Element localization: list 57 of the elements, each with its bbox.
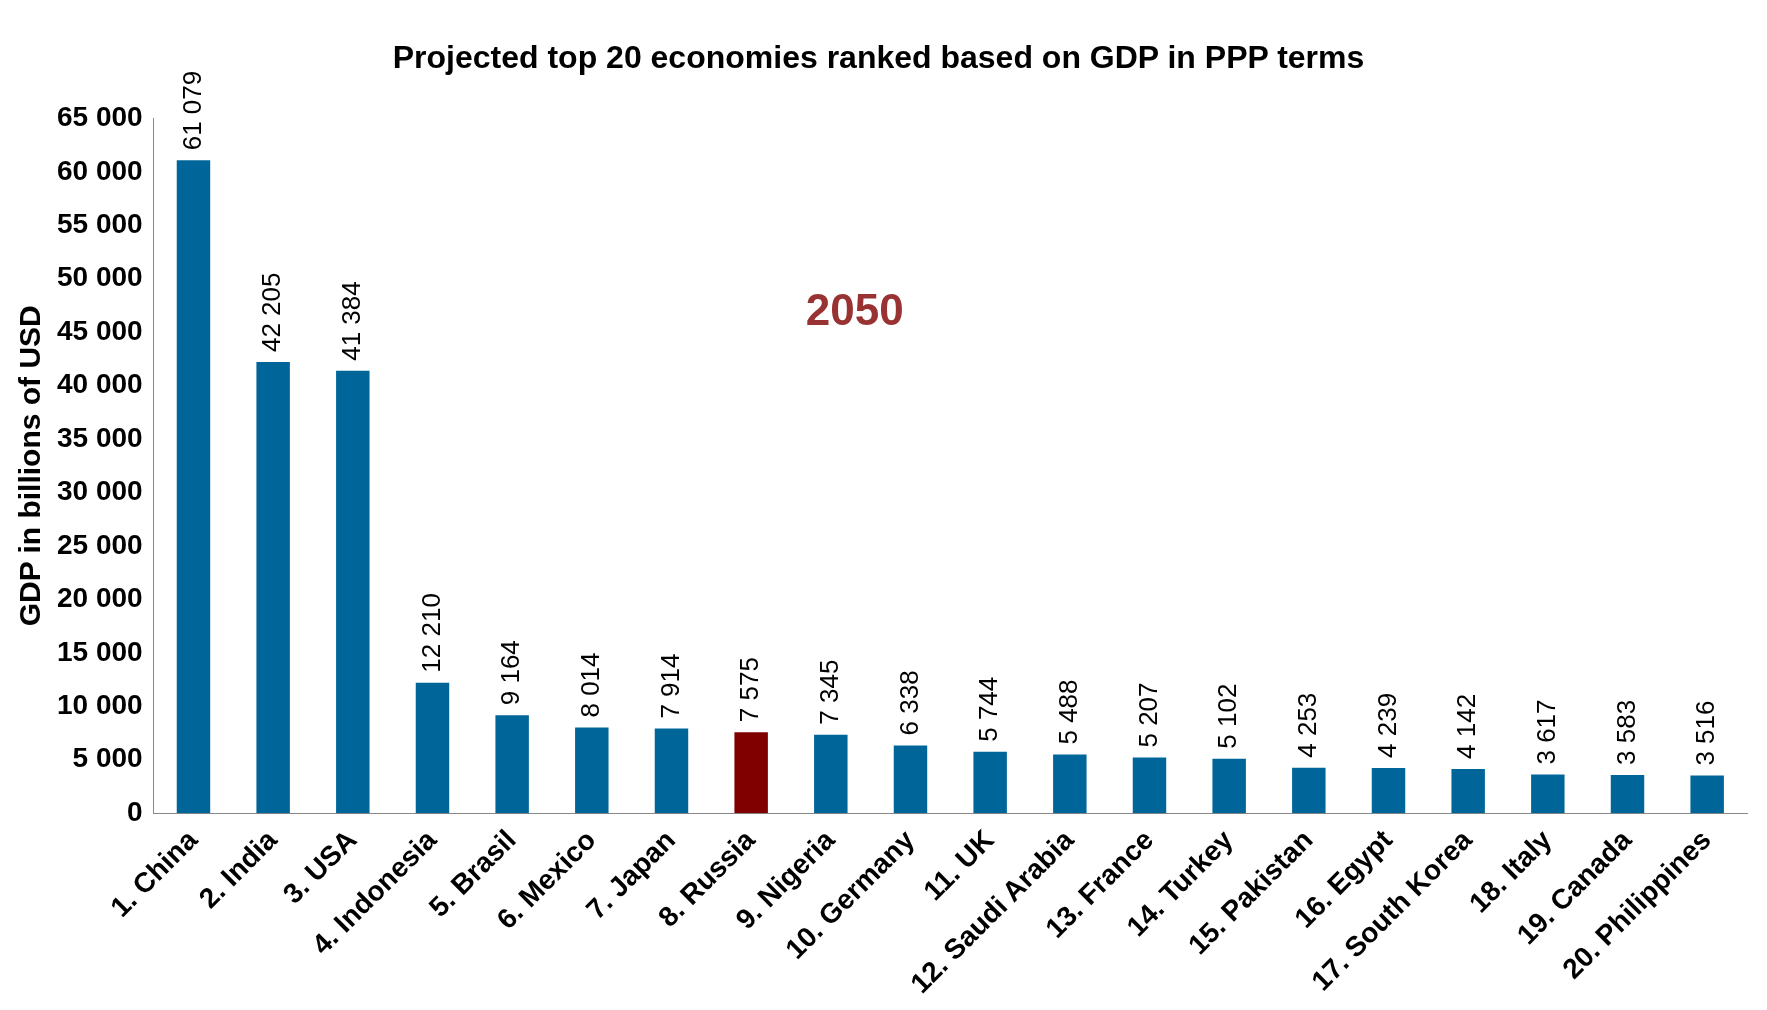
y-tick-label: 50 000 [57,261,143,293]
bar [1053,754,1087,814]
bar [893,745,928,814]
data-label: 4 253 [1292,692,1322,758]
y-tick-label: 45 000 [57,314,143,346]
bar [654,728,689,814]
data-label: 4 142 [1451,693,1482,759]
bar [1690,775,1724,814]
y-tick-label: 55 000 [57,208,143,240]
bar [575,727,609,814]
bar [1610,774,1645,814]
data-label: 61 079 [176,70,207,151]
y-tick-label: 15 000 [57,635,143,667]
data-label: 5 744 [973,676,1004,742]
bar [1132,757,1167,814]
bar [1212,758,1246,814]
data-label: 7 575 [734,657,765,723]
bar [814,734,848,814]
data-label: 8 014 [574,652,605,718]
y-tick-label: 35 000 [57,421,143,453]
data-label: 3 516 [1690,700,1721,766]
data-label: 7 914 [654,653,685,719]
data-label: 6 338 [893,670,924,736]
data-label: 5 102 [1212,683,1243,749]
y-tick-label: 0 [127,795,143,827]
y-tick-label: 5 000 [72,742,143,774]
data-label: 9 164 [495,640,526,706]
y-tick-label: 65 000 [57,101,143,133]
y-tick-label: 60 000 [57,154,143,186]
bar [734,732,768,814]
bar [1531,774,1565,814]
annotation: 2050 [805,285,904,335]
bar [336,370,370,814]
bar [256,362,290,814]
data-label: 12 210 [415,593,446,673]
bar [1451,768,1485,814]
chart-title: Projected top 20 economies ranked based on GDP in PPP terms [392,39,1365,76]
data-label: 42 205 [256,272,287,353]
y-tick-label: 20 000 [57,582,143,614]
data-label: 3 583 [1610,699,1641,765]
y-tick-label: 30 000 [57,475,143,507]
data-label: 5 488 [1052,679,1083,745]
data-label: 4 239 [1371,692,1402,758]
bar [495,715,529,814]
bar [176,160,211,814]
bar [1371,767,1406,814]
data-label: 7 345 [813,659,844,725]
bar [1292,767,1326,814]
data-label: 5 207 [1132,682,1163,748]
bar [973,751,1007,814]
y-tick-label: 40 000 [57,368,143,400]
y-axis-title: GDP in billions of USD [13,305,47,627]
data-label: 3 617 [1531,699,1561,765]
y-tick-label: 25 000 [57,528,143,560]
data-label: 41 384 [335,281,366,361]
y-tick-label: 10 000 [57,689,143,721]
bar [415,682,450,814]
